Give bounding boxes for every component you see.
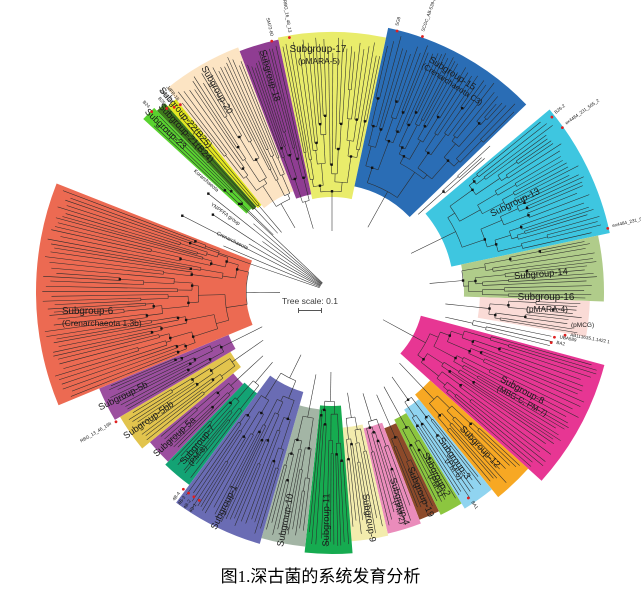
wedge-subgroup-21	[156, 103, 257, 210]
tree-scale-label: Tree scale: 0.1	[282, 296, 338, 306]
wedge-subgroup-8	[400, 315, 605, 481]
tip-label: B24	[142, 100, 152, 110]
wedge-subgroup-16	[477, 297, 590, 337]
sublabel-subgroup-17: (pMARA-5)	[298, 56, 340, 66]
wedge-subgroup-15	[354, 27, 527, 217]
tip-label: B25	[157, 96, 166, 106]
tip-label: BA2	[556, 340, 566, 347]
wedge-subgroup-2	[394, 413, 462, 515]
label-subgroup-14: Subgroup-14	[514, 266, 568, 281]
wedge-subgroup-18	[239, 39, 312, 199]
sublabel-subgroup-6: (Crenarchaeota 1.3b)	[62, 318, 142, 328]
tip-dot	[187, 491, 190, 495]
wedge-subgroup-17	[277, 31, 387, 200]
tip-label: ex4484_231_565_2	[564, 98, 600, 126]
label-subgroup-16: Subgroup-16	[518, 292, 575, 303]
tip-dot	[150, 110, 154, 114]
tip-label: BA1	[470, 500, 479, 510]
tree-scale-bar	[298, 308, 322, 313]
tip-dot	[563, 333, 567, 337]
tip-dot	[395, 29, 399, 33]
tip-label: RBG_13_46_16b	[79, 421, 112, 444]
tip-label: RBG_16_48_13	[282, 0, 292, 33]
tip-dot	[606, 226, 610, 230]
sublabel-subgroup-16: (pMARA-4)	[526, 304, 568, 314]
tip-dot	[192, 495, 196, 499]
tip-dot	[560, 126, 564, 130]
tip-label: ex4484_231_565_1	[612, 214, 641, 228]
tip-label: 4B-1	[188, 502, 198, 513]
tip-dot	[288, 36, 291, 39]
wedge-subgroup-12	[415, 380, 529, 498]
tip-dot	[197, 498, 201, 502]
tip-label: UBA589	[559, 334, 577, 342]
label-subgroup-11: Subgroup-11	[321, 493, 332, 546]
tip-dot	[549, 341, 553, 345]
annotation-label: (pMCG)	[571, 322, 594, 329]
wedge-subgroup-19	[384, 423, 439, 520]
tip-dot	[114, 420, 118, 424]
tip-label: B26-2	[553, 103, 566, 115]
tree-branches	[42, 36, 602, 547]
wedge-subgroup-13	[425, 109, 610, 267]
tip-label: SG8	[394, 16, 401, 27]
wedge-subgroup-5a	[149, 373, 244, 462]
figure-caption: 图1.深古菌的系统发育分析	[220, 567, 421, 586]
tip-label: SM72-60	[265, 17, 274, 37]
wedge-subgroup-5bb	[120, 351, 241, 449]
label-subgroup-17: Subgroup-17	[290, 44, 347, 55]
wedge-subgroup-11	[304, 405, 353, 554]
tip-label: SCGC_AB-539-E09	[420, 0, 438, 32]
wedge-subgroup-6	[36, 183, 253, 406]
tip-dot	[553, 335, 556, 339]
tip-dot	[165, 107, 169, 110]
tip-dot	[421, 35, 424, 38]
tip-dot	[466, 496, 470, 500]
wedge-subgroup-20	[167, 47, 294, 209]
wedge-subgroup-10	[261, 405, 320, 547]
label-subgroup-6: Subgroup-6	[62, 306, 114, 317]
tip-dot	[172, 105, 176, 109]
tip-label: 4B-4	[171, 491, 181, 502]
tip-dot	[181, 487, 185, 491]
tip-dot	[550, 115, 554, 119]
wedge-subgroup-22	[167, 99, 262, 209]
node-markers	[118, 97, 555, 482]
wedge-subgroup-4	[363, 422, 421, 534]
tree-scale: Tree scale: 0.1	[266, 296, 354, 313]
tip-label: 4B-2	[182, 498, 192, 509]
tip-dot	[270, 39, 274, 43]
tip-label: 4B-3	[177, 494, 187, 505]
tip-dot	[178, 103, 182, 107]
wedge-subgroup-23	[143, 107, 252, 214]
